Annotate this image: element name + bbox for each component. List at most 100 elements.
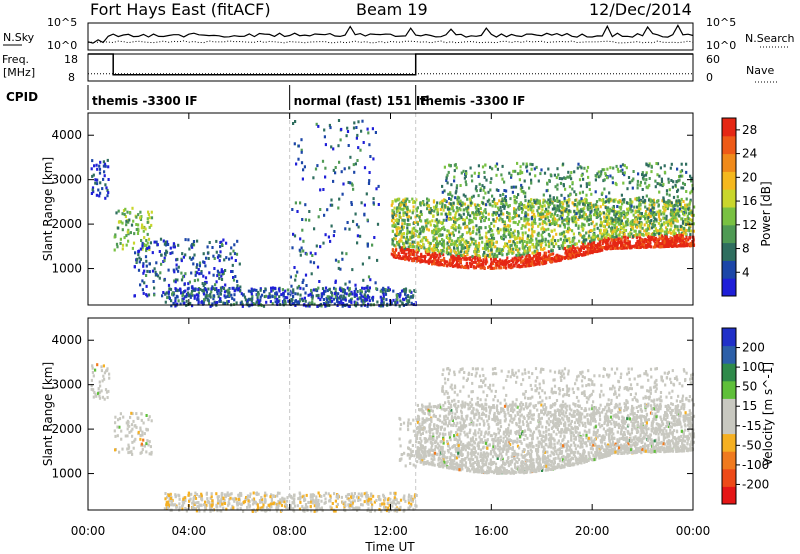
echo-cell	[146, 269, 149, 273]
echo-cell	[528, 228, 531, 232]
echo-cell	[631, 220, 634, 224]
echo-cell	[670, 179, 673, 182]
echo-cell	[573, 249, 576, 253]
echo-cell	[577, 251, 580, 255]
echo-cell	[679, 170, 682, 174]
echo-cell	[459, 199, 462, 203]
echo-cell	[420, 219, 423, 223]
echo-cell	[664, 235, 667, 238]
echo-cell	[349, 155, 352, 159]
echo-cell	[428, 260, 431, 264]
echo-cell	[638, 230, 641, 234]
echo-cell	[676, 190, 679, 193]
echo-cell	[240, 292, 243, 296]
echo-cell	[504, 244, 508, 248]
echo-cell	[443, 242, 446, 246]
echo-cell	[676, 219, 679, 223]
echo-cell	[474, 260, 477, 264]
echo-cell	[654, 217, 657, 221]
echo-cell	[571, 229, 574, 233]
echo-cell	[456, 218, 459, 221]
echo-cell	[398, 215, 401, 219]
echo-cell	[533, 260, 536, 264]
echo-cell	[686, 220, 689, 224]
echo-cell	[498, 199, 501, 203]
echo-cell	[608, 211, 611, 215]
echo-cell	[93, 164, 96, 168]
echo-cell	[607, 215, 610, 219]
echo-cell	[146, 220, 149, 224]
echo-cell	[444, 212, 447, 216]
echo-cell	[456, 257, 459, 260]
echo-cell	[586, 165, 590, 169]
echo-cell	[689, 191, 692, 195]
echo-cell	[119, 237, 122, 241]
echo-cell	[595, 205, 598, 209]
echo-cell	[121, 212, 124, 216]
echo-cell	[496, 247, 499, 251]
echo-cell	[673, 207, 676, 211]
echo-cell	[525, 243, 529, 247]
echo-cell	[488, 202, 491, 206]
echo-cell	[487, 266, 490, 269]
echo-cell	[505, 189, 508, 193]
noise-right-tick-low: 10^0	[706, 39, 736, 52]
noise-left-tick-low: 10^0	[47, 39, 77, 52]
echo-cell	[582, 177, 585, 181]
echo-cell	[417, 248, 421, 252]
echo-cell	[635, 232, 638, 236]
echo-cell	[674, 213, 677, 217]
echo-cell	[508, 249, 511, 253]
echo-cell	[399, 201, 402, 205]
echo-cell	[400, 257, 403, 261]
echo-cell	[354, 304, 358, 308]
echo-cell	[356, 159, 359, 162]
echo-cell	[451, 260, 454, 264]
echo-cell	[156, 243, 159, 247]
echo-cell	[641, 171, 644, 175]
echo-cell	[346, 126, 349, 130]
echo-cell	[565, 207, 568, 211]
echo-cell	[138, 256, 141, 260]
echo-cell	[299, 293, 302, 297]
echo-cell	[454, 191, 457, 195]
echo-cell	[531, 163, 534, 167]
echo-cell	[91, 159, 94, 163]
echo-cell	[593, 247, 596, 251]
echo-cell	[423, 246, 426, 250]
echo-cell	[482, 196, 485, 200]
echo-cell	[571, 238, 574, 242]
echo-cell	[641, 233, 644, 236]
echo-cell	[451, 194, 454, 198]
echo-cell	[301, 218, 304, 221]
echo-cell	[209, 304, 212, 308]
echo-cell	[454, 213, 457, 217]
echo-cell	[539, 212, 542, 216]
echo-cell	[98, 396, 102, 400]
echo-cell	[141, 223, 144, 227]
echo-cell	[624, 215, 627, 219]
echo-cell	[672, 213, 675, 216]
echo-cell	[614, 218, 617, 222]
echo-cell	[559, 256, 562, 260]
echo-cell	[400, 225, 404, 229]
echo-cell	[604, 173, 607, 177]
echo-cell	[162, 291, 165, 294]
echo-cell	[498, 258, 502, 262]
echo-cell	[117, 226, 120, 230]
echo-cell	[512, 260, 515, 264]
echo-cell	[463, 208, 466, 212]
echo-cell	[437, 227, 440, 231]
echo-cell	[347, 144, 350, 147]
echo-cell	[342, 295, 345, 299]
echo-cell	[98, 171, 102, 175]
echo-cell	[678, 207, 682, 211]
echo-cell	[411, 197, 414, 201]
echo-cell	[466, 197, 469, 201]
echo-cell	[626, 187, 629, 191]
echo-cell	[573, 236, 576, 240]
echo-cell	[426, 197, 429, 201]
echo-cell	[368, 289, 371, 293]
echo-cell	[384, 290, 387, 294]
echo-cell	[623, 232, 626, 236]
